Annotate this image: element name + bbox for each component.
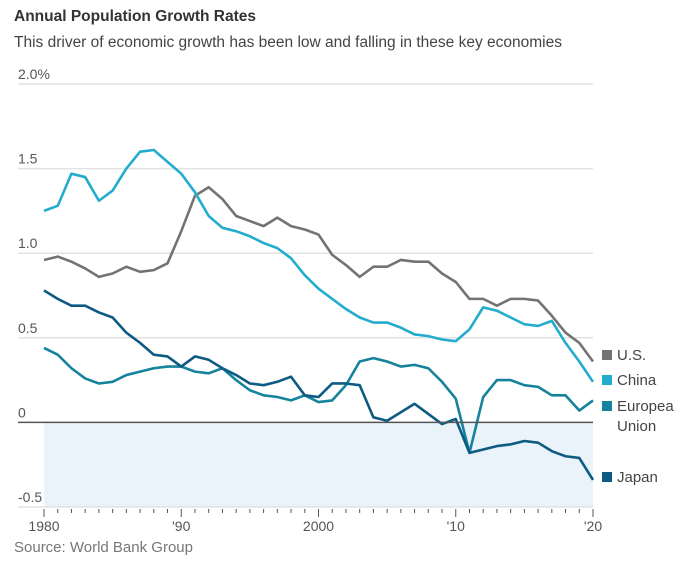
series-line-china bbox=[43, 148, 595, 383]
x-tick-label: 2000 bbox=[303, 518, 334, 534]
y-tick-label: 1.5 bbox=[18, 151, 38, 167]
y-tick-label: 0.5 bbox=[18, 320, 38, 336]
negative-region-shading bbox=[44, 422, 593, 507]
legend-label: Europea bbox=[617, 398, 674, 415]
legend-swatch bbox=[602, 401, 612, 411]
y-tick-label: 2.0% bbox=[18, 66, 50, 82]
legend-label: Union bbox=[617, 418, 656, 435]
source-note: Source: World Bank Group bbox=[14, 539, 193, 556]
y-tick-label: 0 bbox=[18, 404, 26, 420]
series-line-europea-union bbox=[43, 346, 594, 455]
series-line-u-s- bbox=[43, 185, 595, 363]
legend-label: Japan bbox=[617, 469, 658, 486]
legend-swatch bbox=[602, 472, 612, 482]
legend-label: China bbox=[617, 372, 657, 389]
x-tick-label: '10 bbox=[447, 518, 465, 534]
series-line-japan bbox=[43, 289, 595, 481]
y-tick-label: 1.0 bbox=[18, 235, 38, 251]
x-tick-label: '20 bbox=[584, 518, 602, 534]
chart-subtitle: This driver of economic growth has been … bbox=[14, 34, 562, 51]
x-tick-label: 1980 bbox=[28, 518, 59, 534]
chart-title: Annual Population Growth Rates bbox=[14, 8, 256, 25]
y-tick-label: -0.5 bbox=[18, 489, 42, 505]
legend-label: U.S. bbox=[617, 347, 646, 364]
legend-swatch bbox=[602, 375, 612, 385]
x-tick-label: '90 bbox=[172, 518, 190, 534]
legend-swatch bbox=[602, 350, 612, 360]
